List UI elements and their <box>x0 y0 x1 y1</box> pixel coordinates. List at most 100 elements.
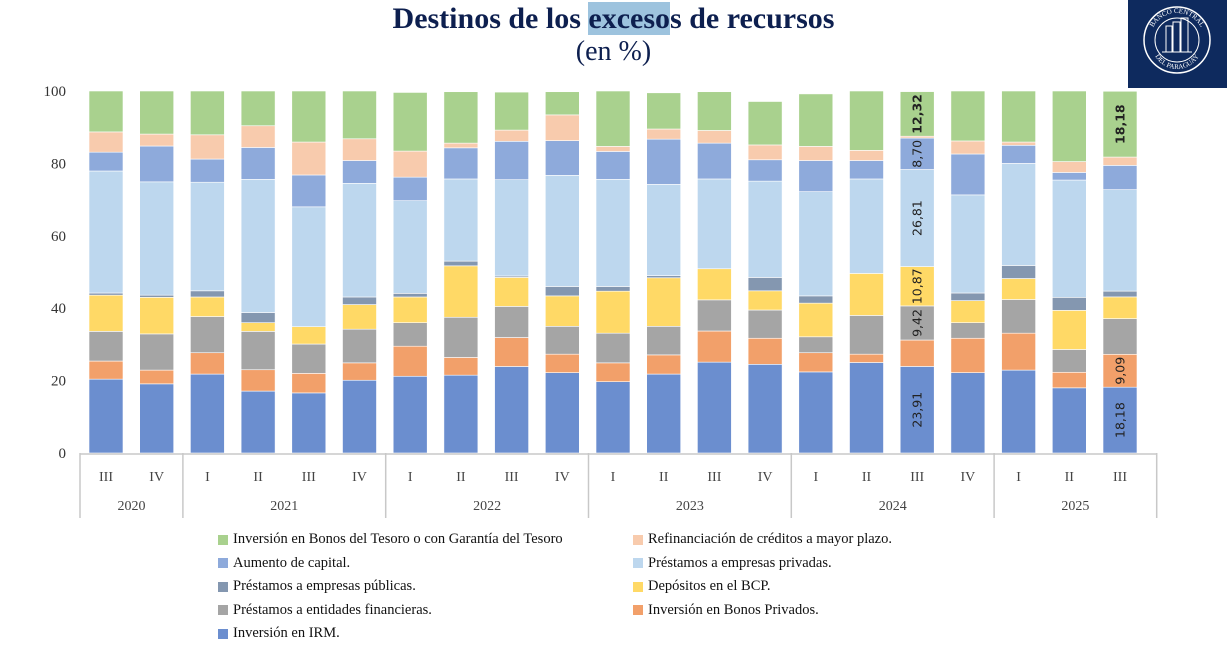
bar-segment <box>899 169 935 267</box>
bar-segment <box>342 183 377 298</box>
legend-item: Aumento de capital. <box>218 552 563 576</box>
bar-stack <box>697 91 732 454</box>
bar-segment <box>88 151 124 172</box>
bars: 23,919,4210,8726,818,7012,3218,189,0918,… <box>88 90 1138 454</box>
bar-segment <box>240 331 276 371</box>
bar-segment <box>291 206 327 327</box>
bar-segment <box>747 364 783 454</box>
legend-label: Préstamos a entidades financieras. <box>233 601 432 618</box>
x-tick-label: III <box>1113 470 1127 485</box>
bar-segment <box>139 90 174 135</box>
bar-segment <box>849 160 884 180</box>
y-tick-label: 40 <box>51 301 66 317</box>
bar-segment <box>747 290 783 311</box>
bar-segment <box>443 91 479 144</box>
bar-segment <box>443 374 479 454</box>
legend-swatch-icon <box>218 628 228 639</box>
bar-segment <box>899 137 935 170</box>
bar-segment <box>392 150 428 178</box>
bar-stack <box>1052 90 1087 454</box>
year-label: 2024 <box>879 499 907 514</box>
bar-segment <box>646 184 682 276</box>
bar-segment <box>443 316 479 358</box>
bar-segment <box>291 326 327 345</box>
bar-segment <box>1102 318 1138 355</box>
bar-segment <box>1052 310 1087 350</box>
x-tick-label: I <box>813 470 818 485</box>
bar-segment <box>697 330 732 363</box>
bar-segment <box>798 146 834 161</box>
bar-segment <box>1052 161 1087 173</box>
year-label: 2020 <box>117 499 145 514</box>
x-tick-label: II <box>253 470 263 485</box>
bar-segment <box>950 153 986 196</box>
bar-stack <box>88 90 124 454</box>
bar-segment <box>747 337 783 365</box>
y-tick-label: 0 <box>59 446 67 462</box>
bar-segment <box>849 150 884 161</box>
bar-segment <box>595 151 631 180</box>
bar-segment <box>697 130 732 144</box>
bar-segment <box>88 360 124 380</box>
bar-segment <box>646 325 682 356</box>
bar-segment <box>240 322 276 332</box>
bar-segment <box>1052 371 1087 389</box>
bar-segment <box>392 296 428 323</box>
y-tick-label: 100 <box>44 84 67 100</box>
year-label: 2022 <box>473 499 501 514</box>
y-axis: 0 20 40 60 80 100 <box>44 84 67 462</box>
chart-subtitle: (en %) <box>575 36 652 67</box>
bar-segment <box>646 373 682 454</box>
x-tick-label: II <box>659 470 669 485</box>
bar-segment <box>1001 145 1036 164</box>
legend-label: Préstamos a empresas públicas. <box>233 578 416 595</box>
legend-swatch-icon <box>633 581 643 592</box>
bar-segment <box>190 134 225 160</box>
bar-segment <box>291 141 327 176</box>
bar-segment <box>494 141 529 180</box>
x-tick-label: III <box>302 470 316 485</box>
bar-segment <box>899 339 935 367</box>
bar-stack <box>392 92 428 454</box>
legend-label: Refinanciación de créditos a mayor plazo… <box>648 531 892 548</box>
bar-segment <box>595 332 631 364</box>
bar-segment <box>190 90 225 136</box>
x-tick-label: IV <box>149 470 164 485</box>
year-label: 2025 <box>1061 499 1089 514</box>
bar-segment <box>1102 156 1138 166</box>
bar-segment <box>139 181 174 296</box>
bar-segment <box>392 293 428 298</box>
bank-emblem-icon: BANCO CENTRAL DEL PARAGUAY <box>1143 6 1211 74</box>
bar-stack <box>443 91 479 454</box>
bar-segment <box>595 381 631 454</box>
bar-segment <box>899 366 935 454</box>
bar-segment <box>494 337 529 367</box>
bar-segment <box>88 90 124 133</box>
bar-segment <box>88 170 124 294</box>
bar-segment <box>342 138 377 161</box>
legend-item: Inversión en Bonos del Tesoro o con Gara… <box>218 528 563 552</box>
bar-segment <box>798 352 834 373</box>
data-label: 8,70 <box>910 140 925 168</box>
bar-segment <box>646 92 682 130</box>
bar-segment <box>1001 163 1036 266</box>
bar-segment <box>240 390 276 454</box>
bar-segment <box>291 373 327 394</box>
bar-segment <box>595 90 631 147</box>
bar-stack <box>595 90 631 454</box>
bar-segment <box>544 372 580 454</box>
x-tick-label: IV <box>961 470 976 485</box>
bar-segment <box>190 290 225 298</box>
x-axis: III IV I II III IV I II III IV I II III IV I II III IV I II… <box>79 453 1158 518</box>
x-tick-label: I <box>611 470 616 485</box>
bar-segment <box>190 352 225 375</box>
title-part: Destinos de los <box>392 2 589 35</box>
legend-label: Inversión en Bonos Privados. <box>648 601 819 618</box>
bar-stack: 23,91 9,42 10,87 26,81 8,70 12,32 <box>899 91 935 454</box>
bar-segment <box>240 90 276 127</box>
bar-segment <box>1052 179 1087 298</box>
bar-segment <box>443 147 479 180</box>
bar-segment <box>1102 290 1138 298</box>
bar-segment <box>595 179 631 287</box>
legend-swatch-icon <box>218 558 228 569</box>
